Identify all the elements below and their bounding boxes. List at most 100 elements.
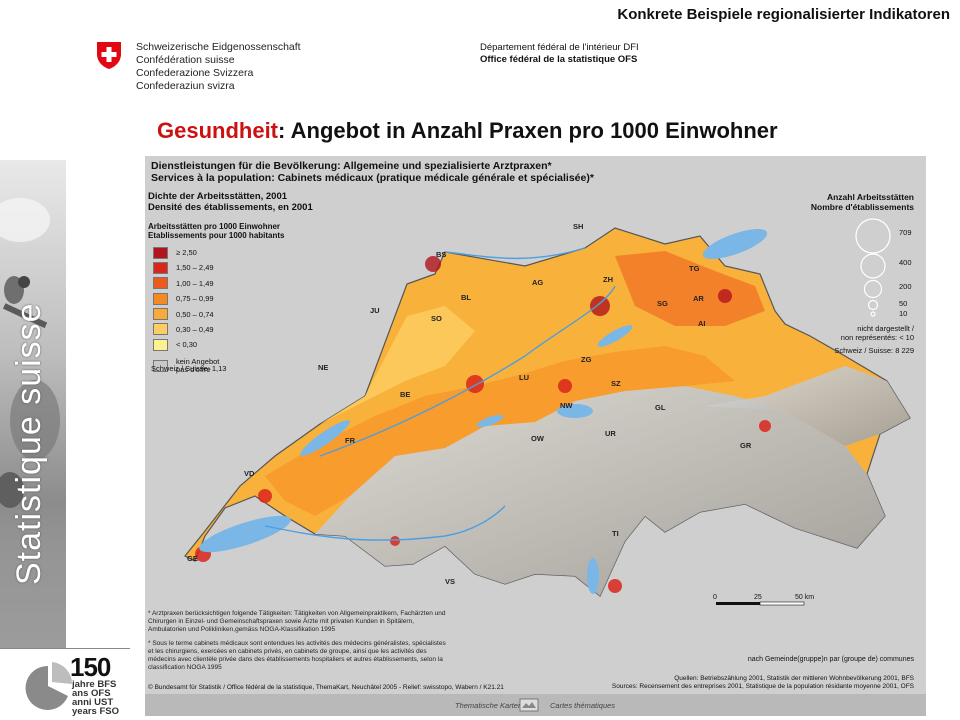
canton-label: JU: [370, 306, 380, 315]
lake-neuchatel: [300, 420, 350, 456]
canton-label: TG: [689, 264, 700, 273]
canton-label: ZG: [581, 355, 592, 364]
switzerland-map: SH BS BL AG ZH TG SG AR AI JU SO LU ZG S…: [184, 222, 911, 597]
government-name: Schweizerische Eidgenossenschaft Confédé…: [136, 41, 301, 93]
sources: Quellen: Betriebszählung 2001, Statistik…: [612, 675, 914, 691]
gov-line-rm: Confederaziun svizra: [136, 80, 235, 92]
lake-geneva: [199, 515, 291, 553]
map-title-de: Dienstleistungen für die Bevölkerung: Al…: [151, 160, 552, 172]
department-info: Département fédéral de l'intérieur DFI O…: [480, 42, 639, 66]
jubilee-line: anni UST: [72, 697, 114, 708]
department-name: Département fédéral de l'intérieur DFI: [480, 42, 639, 53]
sources-fr: Sources: Recensement des entreprises 200…: [611, 683, 914, 690]
canton-label: AR: [693, 294, 704, 303]
circle-size-legend: [855, 218, 891, 317]
legend-label: 1,00 – 1,49: [176, 278, 214, 288]
legend-item: 0,50 – 0,74: [153, 308, 219, 321]
canton-label: GR: [740, 441, 752, 450]
legend-swatch: [153, 261, 168, 274]
river-aare: [319, 285, 616, 457]
canton-label: NW: [560, 401, 573, 410]
national-rate: Schweiz / Suisse: 1,13: [151, 364, 227, 373]
circle-709: [855, 218, 891, 254]
legend-label: 1,50 – 2,49: [176, 263, 214, 273]
circle-200: [863, 279, 883, 299]
legend-swatch: [153, 277, 168, 290]
basel-hotspot: [425, 256, 441, 272]
footer-label-fr: Cartes thématiques: [550, 701, 616, 710]
canton-label: GE: [187, 554, 198, 563]
canton-label: SH: [573, 222, 583, 231]
legend-label: 0,50 – 0,74: [176, 309, 214, 319]
legend-swatch: [153, 323, 168, 336]
circle-value: 400: [899, 258, 912, 267]
density-title-de: Dichte der Arbeitsstätten, 2001: [148, 191, 288, 202]
canton-label: BE: [400, 390, 410, 399]
legend-item: 0,75 – 0,99: [153, 292, 219, 305]
canton-label: AG: [532, 278, 543, 287]
lake-thun: [476, 414, 504, 428]
not-shown-de: nicht dargestellt /: [857, 324, 914, 333]
legend-item: 1,50 – 2,49: [153, 261, 219, 274]
jubilee-line: ans OFS: [72, 688, 111, 699]
canton-label: OW: [531, 434, 545, 443]
circle-legend-title: Anzahl Arbeitsstätten Nombre d'établisse…: [811, 192, 914, 212]
not-shown-value: < 10: [899, 333, 914, 342]
scale-label: 50 km: [795, 594, 815, 601]
lake-constance: [702, 229, 768, 259]
thematic-maps-icon: [519, 698, 539, 712]
circle-legend-title-fr: Nombre d'établissements: [810, 202, 914, 212]
footnotes: * Arztpraxen berücksichtigen folgende Tä…: [148, 610, 448, 678]
canton-label: VD: [244, 469, 255, 478]
map-panel: SH BS BL AG ZH TG SG AR AI JU SO LU ZG S…: [145, 156, 926, 716]
circle-value: 200: [899, 282, 912, 291]
office-name: Office fédéral de la statistique OFS: [480, 54, 638, 65]
copyright: © Bundesamt für Statistik / Office fédér…: [148, 684, 504, 691]
canton-label: ZH: [603, 275, 613, 284]
circle-400: [860, 253, 886, 279]
southeast-relief: [705, 366, 910, 446]
map-legend: ≥ 2,50 1,50 – 2,49 1,00 – 1,49 0,75 – 0,…: [153, 246, 219, 378]
scale-bar: [716, 601, 805, 606]
not-shown-note: nicht dargestellt / non représentés: < 1…: [841, 324, 914, 342]
density-title: Dichte der Arbeitsstätten, 2001 Densité …: [148, 191, 313, 213]
title-accent: Gesundheit: [157, 118, 279, 143]
lake-zurich: [597, 325, 633, 347]
gov-line-de: Schweizerische Eidgenossenschaft: [136, 41, 301, 53]
legend-item: < 0,30: [153, 338, 219, 351]
section-heading: Konkrete Beispiele regionalisierter Indi…: [617, 6, 950, 23]
lake-maggiore: [587, 558, 599, 594]
sidebar-divider: [0, 648, 130, 649]
sources-de: Quellen: Betriebszählung 2001, Statistik…: [674, 675, 914, 682]
legend-title: Arbeitsstätten pro 1000 Einwohner Etabli…: [148, 222, 285, 240]
legend-swatch: [153, 292, 168, 305]
density-title-fr: Densité des établissements, en 2001: [148, 202, 313, 213]
northeast-patch: [615, 251, 765, 326]
legend-item: 0,30 – 0,49: [153, 323, 219, 336]
legend-item: ≥ 2,50: [153, 246, 219, 259]
canton-label: LU: [519, 373, 529, 382]
sidebar-photo-strip: [0, 160, 66, 648]
circle-50: [867, 299, 879, 311]
lake-lucerne: [557, 404, 593, 418]
gov-line-fr: Confédération suisse: [136, 54, 235, 66]
brand-wordmark: Statistique suisse: [10, 302, 48, 585]
zurich-hotspot: [590, 296, 610, 316]
luzern-hotspot: [558, 379, 572, 393]
no-offer-fr: pas d'offre: [176, 365, 211, 375]
jubilee-number: 150: [70, 652, 111, 682]
canton-label: FR: [345, 436, 356, 445]
canton-label: AI: [698, 319, 706, 328]
national-count: Schweiz / Suisse: 8 229: [834, 346, 914, 355]
gov-line-it: Confederazione Svizzera: [136, 67, 254, 79]
circle-legend-title-de: Anzahl Arbeitsstätten: [826, 192, 914, 202]
jubilee-text: jahre BFS ans OFS anni UST years FSO: [72, 680, 119, 717]
legend-item-no-offer: kein Angebot pas d'offre: [153, 357, 219, 375]
river-rhone: [264, 505, 506, 541]
footer-label-de: Thematische Karten: [455, 701, 523, 710]
map-title-fr: Services à la population: Cabinets médic…: [151, 172, 594, 184]
footnote-de: * Arztpraxen berücksichtigen folgende Tä…: [148, 610, 446, 633]
canton-label: BS: [436, 250, 446, 259]
lugano-hotspot: [608, 579, 622, 593]
circle-10: [870, 311, 876, 317]
